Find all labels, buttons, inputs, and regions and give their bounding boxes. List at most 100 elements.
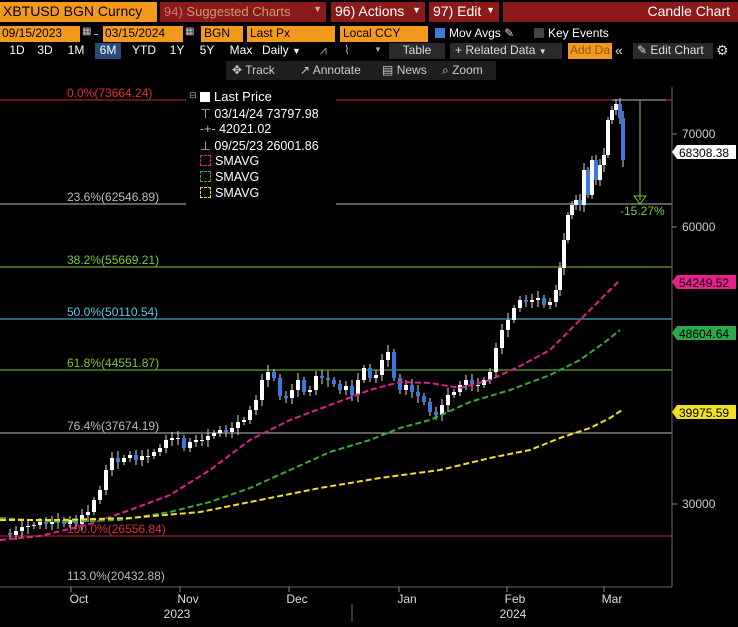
calendar-icon[interactable]: ▦ <box>185 26 195 37</box>
low-marker-icon: ⊥ <box>200 139 211 153</box>
candle-body <box>428 402 432 412</box>
period-1m[interactable]: 1M <box>67 43 85 57</box>
candle-body <box>272 372 276 378</box>
news-button[interactable]: ▤ News <box>382 63 434 79</box>
candle-body <box>524 300 528 302</box>
related-data-button[interactable]: + Related Data ▼ <box>450 43 562 59</box>
candle-body <box>594 160 598 180</box>
actions-button[interactable]: 96) Actions ▼ <box>331 2 425 22</box>
candle-body <box>374 375 378 378</box>
candle-body <box>618 104 622 118</box>
candle-body <box>218 430 222 433</box>
period-ytd[interactable]: YTD <box>132 43 156 57</box>
collapse-icon[interactable]: ⊟ <box>189 90 197 100</box>
fib-label-f764: 76.4%(37674.19) <box>67 419 159 433</box>
tools-background <box>226 61 496 80</box>
edit-label: Edit <box>457 3 482 19</box>
track-button[interactable]: ✥ Track <box>232 63 292 79</box>
candle-body <box>266 372 270 380</box>
period-6m[interactable]: 6M <box>95 43 121 59</box>
candle-body <box>606 120 610 155</box>
candle-body <box>92 500 96 512</box>
calendar-icon[interactable]: ▦ <box>82 26 92 37</box>
candle-body <box>230 428 234 432</box>
key-events-checkbox[interactable]: Key Events <box>534 26 634 42</box>
candle-body <box>212 433 216 436</box>
price-tag-label-sma2: 48604.64 <box>679 327 729 341</box>
candle-body <box>470 380 474 385</box>
period-5y[interactable]: 5Y <box>199 43 215 57</box>
candle-body <box>506 320 510 330</box>
candle-body <box>512 308 516 320</box>
source-input[interactable]: BGN <box>201 26 243 42</box>
legend-sma-1: SMAVG <box>200 154 259 168</box>
x-month-label: Mar <box>602 592 623 606</box>
suggested-charts-button[interactable]: 94) Suggested Charts ▼ <box>160 2 326 22</box>
candle-body <box>566 215 570 240</box>
moving-averages <box>0 279 623 541</box>
price-tag-label-sma1: 54249.52 <box>679 276 729 290</box>
candle-body <box>494 348 498 372</box>
currency-select[interactable]: Local CCY <box>340 26 428 42</box>
candle-body <box>98 490 102 500</box>
x-month-label: Feb <box>505 592 526 606</box>
period-1y[interactable]: 1Y <box>169 43 185 57</box>
candle-body <box>86 512 90 515</box>
candle-body <box>558 268 562 290</box>
last-price-label: Last Price <box>214 89 272 104</box>
period-3d[interactable]: 3D <box>37 43 53 57</box>
average-value: 42021.02 <box>219 122 272 136</box>
zoom-button[interactable]: ⌕ Zoom <box>442 63 494 79</box>
annotate-button[interactable]: ↗ Annotate <box>300 63 372 79</box>
x-month-label: Nov <box>177 592 198 606</box>
candle-body <box>574 200 578 205</box>
fib-lines: 0.0%(73664.24) 23.6%(62546.89) 38.2%(55669… <box>0 86 672 583</box>
candle-body <box>26 526 30 527</box>
gear-icon[interactable]: ⚙ <box>716 42 729 58</box>
pencil-icon[interactable]: ✎ <box>504 26 515 40</box>
suggested-charts-label: Suggested Charts <box>186 4 291 19</box>
candle-body <box>548 302 552 305</box>
dropdown-arrow-icon[interactable]: ▼ <box>374 45 382 54</box>
zoom-label: Zoom <box>452 63 483 77</box>
candle-body <box>8 533 12 535</box>
candle-body <box>194 440 198 442</box>
candle-body <box>14 531 18 535</box>
collapse-icon[interactable]: « <box>615 42 623 58</box>
chart-type-icon[interactable]: ⩘ <box>320 43 327 57</box>
ticker-input[interactable]: XBTUSD BGN Curncy <box>0 2 157 22</box>
sma-3-label: SMAVG <box>215 186 260 200</box>
mov-avgs-checkbox[interactable]: Mov Avgs ✎ <box>435 26 535 42</box>
mov-avgs-label: Mov Avgs <box>449 26 501 40</box>
candle-body <box>578 200 582 205</box>
period-1d[interactable]: 1D <box>9 43 25 57</box>
checkbox-checked-icon <box>435 28 445 38</box>
candle-body <box>290 390 294 398</box>
candle-body <box>284 396 288 398</box>
candle-body <box>152 452 156 456</box>
price-tag-label-sma3: 39975.59 <box>679 406 729 420</box>
start-date-input[interactable]: 09/15/2023 <box>0 26 80 42</box>
sma-2-label: SMAVG <box>215 170 260 184</box>
field-select[interactable]: Last Px <box>247 26 335 42</box>
candle-body <box>338 384 342 390</box>
edit-button[interactable]: 97) Edit ▼ <box>429 2 499 22</box>
candle-body <box>170 438 174 440</box>
period-max[interactable]: Max <box>229 43 253 57</box>
edit-chart-button[interactable]: ✎ Edit Chart <box>633 43 713 59</box>
table-button[interactable]: Table <box>389 43 445 59</box>
candle-body <box>188 442 192 448</box>
edit-num: 97) <box>433 3 454 19</box>
add-data-input[interactable]: Add Da <box>568 43 612 59</box>
candle-body <box>158 448 162 452</box>
candle-body <box>536 298 540 300</box>
end-date-input[interactable]: 03/15/2024 <box>103 26 183 42</box>
line-style-icon[interactable]: ⌇ <box>344 43 350 57</box>
candle-body <box>128 455 132 458</box>
y-tick-label: 30000 <box>682 497 716 511</box>
legend-sma-3: SMAVG <box>200 186 259 200</box>
frequency-select[interactable]: Daily ▼ <box>262 43 314 59</box>
frequency-label: Daily <box>262 43 289 57</box>
annotate-label: Annotate <box>312 63 361 77</box>
